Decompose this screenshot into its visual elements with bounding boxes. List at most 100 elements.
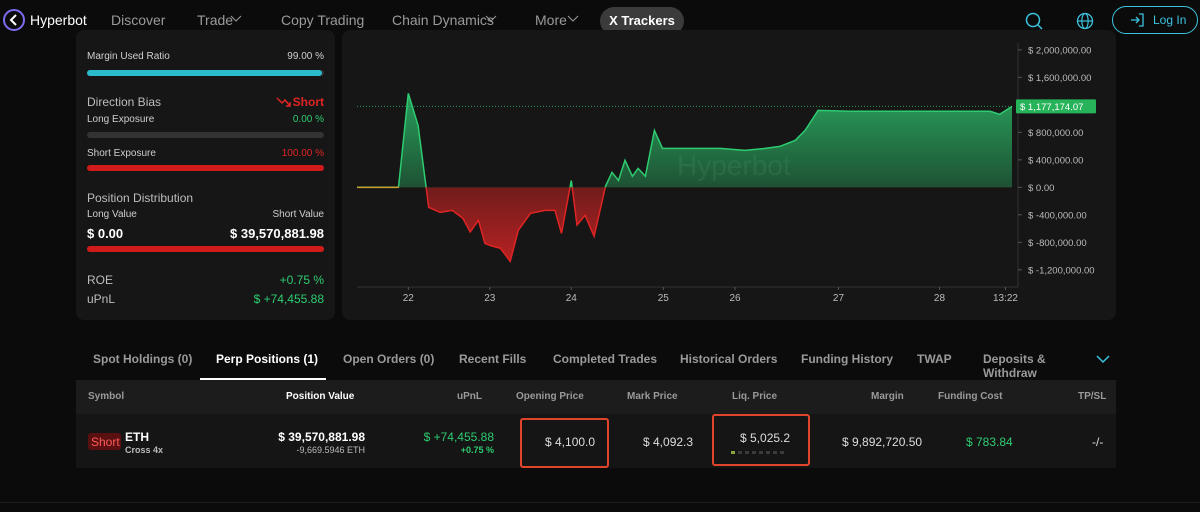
side-badge — [88, 433, 121, 450]
column-header[interactable]: Liq. Price — [732, 391, 778, 402]
y-tick-label: $ 800,000.00 — [1028, 128, 1083, 139]
side: Short — [91, 435, 120, 449]
short-bar — [87, 165, 324, 171]
y-tick-label: $ -1,200,000.00 — [1028, 265, 1095, 276]
x-tick-label: 28 — [934, 293, 946, 304]
y-tick-label: $ -800,000.00 — [1028, 238, 1087, 249]
divider — [0, 502, 1200, 503]
cell: $ 5,025.2 — [740, 431, 791, 445]
value: 100.00 % — [281, 148, 324, 159]
y-tick-label: $ -400,000.00 — [1028, 210, 1087, 221]
x-tick-label: 22 — [403, 293, 415, 304]
label: Direction Bias — [87, 95, 162, 109]
x-tick-label: 26 — [729, 293, 741, 304]
tab[interactable]: Spot Holdings (0) — [93, 352, 193, 366]
cell: -/- — [1092, 435, 1104, 449]
last-value-box — [1016, 99, 1096, 114]
label: Long Exposure — [87, 114, 155, 125]
tab[interactable]: Funding History — [801, 352, 893, 366]
mode: Cross 4x — [125, 445, 164, 455]
area-negative — [426, 187, 606, 262]
tab[interactable]: Historical Orders — [680, 352, 778, 366]
column-header[interactable]: Margin — [871, 391, 904, 402]
column-header[interactable]: Mark Price — [627, 391, 678, 402]
line-negative — [357, 187, 607, 263]
y-tick-label: $ 1,600,000.00 — [1028, 73, 1091, 84]
tab[interactable]: Completed Trades — [553, 352, 658, 366]
line-positive — [357, 93, 1013, 188]
cell: $ 39,570,881.98 — [278, 430, 365, 444]
chevron — [230, 15, 242, 22]
column-header[interactable]: Symbol — [88, 391, 125, 402]
short-bar — [87, 246, 324, 252]
tabs-more[interactable] — [1096, 354, 1110, 364]
x-tick-label: 24 — [566, 293, 578, 304]
cell: $ 783.84 — [966, 435, 1013, 449]
label: Long Value — [87, 209, 137, 220]
tab[interactable]: TWAP — [917, 352, 952, 366]
risk-dot — [731, 451, 735, 454]
tab[interactable]: Recent Fills — [459, 352, 527, 366]
nav-item[interactable]: Discover — [111, 12, 166, 28]
label: uPnL — [87, 292, 116, 306]
cell: +0.75 % — [460, 445, 494, 455]
value: $ 39,570,881.98 — [230, 226, 324, 241]
last-value-label: $ 1,177,174.07 — [1020, 102, 1083, 113]
login-label: Log In — [1153, 13, 1187, 27]
x-tick-label: 27 — [833, 293, 845, 304]
ratio-bar — [87, 70, 322, 76]
area-positive — [357, 93, 1012, 188]
cell: -9,669.5946 ETH — [296, 445, 365, 455]
label: Margin Used Ratio — [87, 51, 170, 62]
login-icon — [1131, 13, 1144, 27]
chart-card: Hyperbot$ 2,000,000.00$ 1,600,000.00$ 80… — [342, 30, 1116, 320]
x-tick-label: 25 — [658, 293, 670, 304]
cell: $ 4,092.3 — [643, 435, 694, 449]
cell: $ 9,892,720.50 — [842, 435, 923, 449]
logo — [3, 9, 25, 31]
label: Short Exposure — [87, 148, 156, 159]
cell: $ 4,100.0 — [545, 435, 596, 449]
table-header — [76, 380, 1116, 414]
column-header[interactable]: Position Value — [286, 391, 355, 402]
value: +0.75 % — [279, 273, 324, 287]
summary-card: Margin Used Ratio 99.00 % Direction Bias… — [76, 30, 335, 320]
value: Short — [292, 95, 324, 109]
pnl-chart: Hyperbot$ 2,000,000.00$ 1,600,000.00$ 80… — [357, 43, 1096, 304]
chevron — [567, 15, 579, 22]
nav-item[interactable]: Chain Dynamics — [392, 12, 494, 28]
track — [87, 132, 324, 138]
nav-item[interactable]: Copy Trading — [281, 12, 365, 28]
x-tick-label: 13:22 — [993, 293, 1018, 304]
brand[interactable]: Hyperbot — [30, 12, 87, 28]
column-header[interactable]: Opening Price — [516, 391, 584, 402]
x-tick-label: 23 — [484, 293, 496, 304]
label: ROE — [87, 273, 114, 287]
label: Short Value — [272, 209, 324, 220]
globe-icon[interactable] — [1075, 11, 1095, 31]
y-tick-label: $ 0.00 — [1028, 183, 1054, 194]
tab[interactable]: Open Orders (0) — [343, 352, 435, 366]
chevron — [485, 15, 497, 22]
value: 0.00 % — [292, 114, 324, 125]
symbol[interactable]: ETH — [125, 430, 149, 444]
y-tick-label: $ 400,000.00 — [1028, 155, 1083, 166]
trend-icon — [276, 97, 291, 107]
tab[interactable]: Perp Positions (1) — [216, 352, 319, 366]
risk-dots — [731, 451, 786, 454]
value: 99.00 % — [287, 51, 324, 62]
value: $ 0.00 — [87, 226, 124, 241]
highlight-box — [520, 418, 609, 468]
search-icon[interactable] — [1024, 11, 1044, 31]
y-tick-label: $ 2,000,000.00 — [1028, 45, 1091, 56]
column-header[interactable]: uPnL — [457, 391, 482, 402]
tab-underline — [200, 378, 326, 380]
value: $ +74,455.88 — [253, 292, 324, 306]
nav-item[interactable]: Trade — [197, 12, 234, 28]
tab[interactable]: Deposits & Withdraw — [983, 352, 1046, 380]
login-button[interactable]: Log In — [1112, 6, 1198, 34]
column-header[interactable]: Funding Cost — [938, 391, 1003, 402]
column-header[interactable]: TP/SL — [1078, 391, 1107, 402]
nav-item[interactable]: More — [535, 12, 567, 28]
